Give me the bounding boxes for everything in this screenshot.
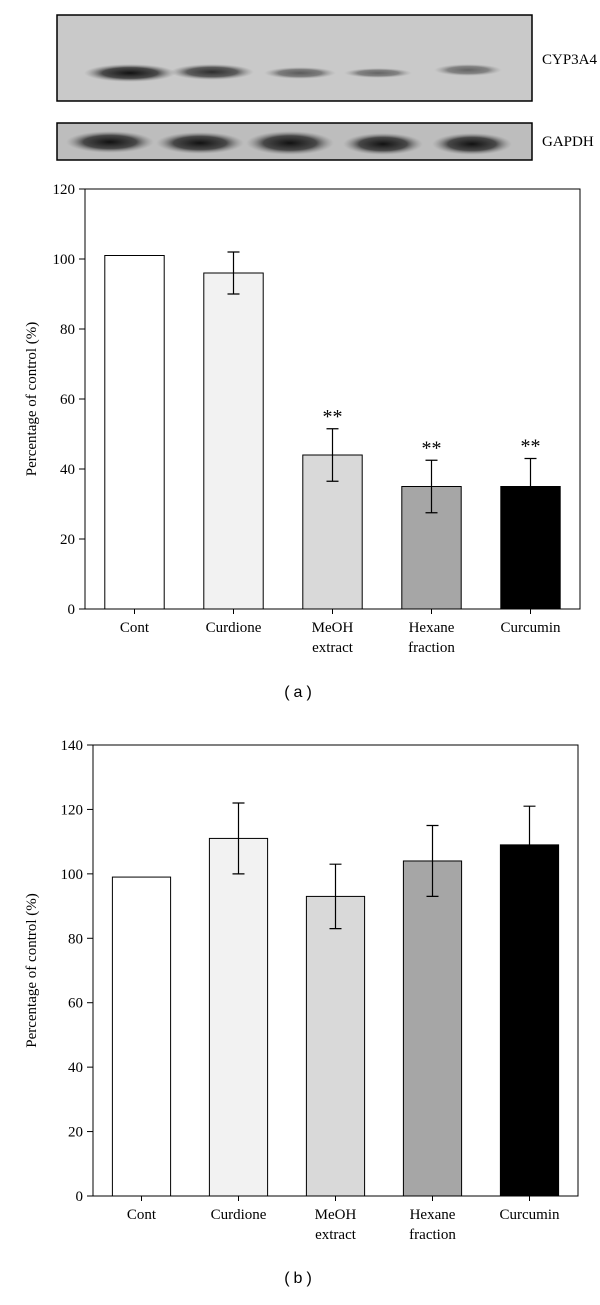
x-tick-label: MeOH extract	[311, 620, 354, 656]
x-tick-label: Hexane fraction	[408, 620, 455, 656]
bar	[208, 837, 269, 1197]
error-bar	[329, 863, 342, 930]
x-tick-label: Curcumin	[499, 1207, 560, 1223]
x-tick-label: Cont	[126, 1207, 157, 1223]
blot-gapdh	[56, 122, 533, 161]
y-tick-label: 120	[61, 802, 84, 818]
significance-label: **	[323, 406, 343, 428]
x-tick-label: MeOH extract	[314, 1207, 357, 1243]
caption: (b)	[284, 1270, 316, 1287]
bar	[203, 272, 264, 610]
bar	[104, 255, 165, 610]
x-tick-label: Curcumin	[500, 620, 561, 636]
y-tick-label: 40	[60, 462, 75, 478]
error-bar	[426, 824, 439, 898]
y-tick-label: 120	[53, 182, 76, 198]
bar	[402, 860, 463, 1197]
bar	[499, 844, 560, 1197]
x-tick-label: Cont	[119, 620, 150, 636]
y-tick-label: 20	[60, 532, 75, 548]
y-tick-label: 140	[61, 738, 84, 754]
error-bar	[227, 251, 240, 295]
bar	[305, 895, 366, 1197]
x-tick-label: Curdione	[205, 620, 262, 636]
blot-cyp3a4	[56, 14, 533, 102]
y-tick-label: 80	[60, 322, 75, 338]
bar	[111, 876, 172, 1197]
error-bar	[326, 428, 339, 482]
y-tick-label: 0	[68, 602, 76, 618]
caption: (a)	[284, 684, 316, 701]
y-axis-label: Percentage of control (%)	[24, 893, 40, 1048]
y-tick-label: 20	[68, 1125, 83, 1141]
blot-label: GAPDH	[542, 134, 594, 150]
y-tick-label: 0	[76, 1189, 84, 1205]
y-tick-label: 60	[68, 996, 83, 1012]
y-axis-label: Percentage of control (%)	[24, 322, 40, 477]
blot-label: CYP3A4	[542, 52, 598, 68]
x-tick-label: Curdione	[210, 1207, 267, 1223]
significance-label: **	[521, 436, 541, 458]
error-bar	[425, 459, 438, 514]
significance-label: **	[422, 437, 442, 459]
x-tick-label: Hexane fraction	[409, 1207, 456, 1243]
y-tick-label: 80	[68, 931, 83, 947]
y-tick-label: 100	[61, 867, 84, 883]
y-tick-label: 60	[60, 392, 75, 408]
error-bar	[232, 802, 245, 875]
y-tick-label: 100	[53, 252, 76, 268]
y-tick-label: 40	[68, 1060, 83, 1076]
error-bar	[524, 457, 537, 516]
error-bar	[523, 805, 536, 885]
